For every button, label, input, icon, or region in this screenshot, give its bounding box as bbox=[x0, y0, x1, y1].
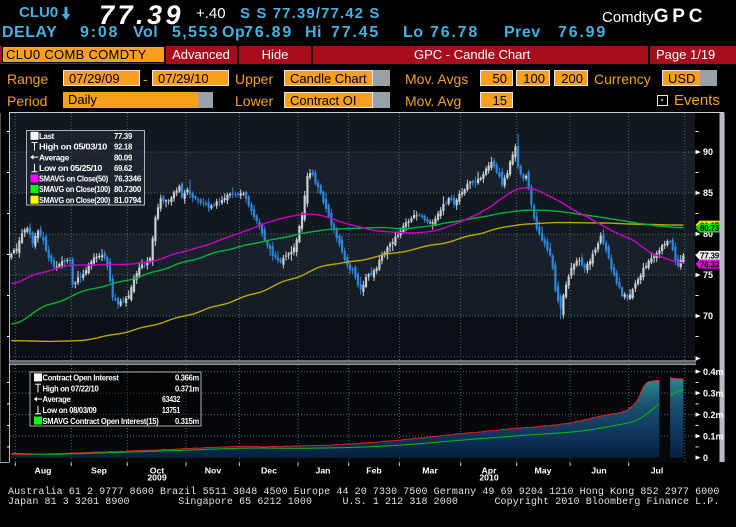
svg-text:Mar: Mar bbox=[422, 466, 438, 476]
svg-text:Average: Average bbox=[39, 153, 70, 162]
svg-text:May: May bbox=[535, 466, 552, 476]
svg-text:81.0794: 81.0794 bbox=[114, 196, 142, 205]
svg-text:SMAVG on Close(200): SMAVG on Close(200) bbox=[39, 196, 111, 205]
svg-text:13751: 13751 bbox=[162, 406, 181, 415]
svg-text:80.73: 80.73 bbox=[700, 224, 720, 233]
svg-text:SMAVG Contract Open Interest(1: SMAVG Contract Open Interest(15) bbox=[43, 417, 160, 426]
svg-text:63432: 63432 bbox=[162, 395, 181, 404]
svg-text:0.4m: 0.4m bbox=[703, 367, 724, 377]
svg-text:High on 07/22/10: High on 07/22/10 bbox=[43, 384, 100, 393]
svg-text:0.2m: 0.2m bbox=[703, 410, 724, 420]
svg-text:Jul: Jul bbox=[651, 466, 664, 476]
svg-text:Jan: Jan bbox=[316, 466, 331, 476]
svg-text:Feb: Feb bbox=[366, 466, 381, 476]
svg-text:High on 05/03/10: High on 05/03/10 bbox=[39, 143, 108, 152]
svg-text:0.1m: 0.1m bbox=[703, 431, 724, 441]
svg-text:77.39: 77.39 bbox=[700, 252, 720, 261]
svg-text:80.09: 80.09 bbox=[114, 153, 133, 162]
svg-text:77.39: 77.39 bbox=[114, 132, 133, 141]
svg-text:Nov: Nov bbox=[205, 466, 222, 476]
svg-text:Jun: Jun bbox=[591, 466, 606, 476]
svg-text:Dec: Dec bbox=[261, 466, 277, 476]
svg-text:2010: 2010 bbox=[479, 473, 498, 483]
svg-text:Last: Last bbox=[39, 132, 55, 141]
svg-text:Low on 08/03/09: Low on 08/03/09 bbox=[43, 406, 98, 415]
svg-text:Low on 05/25/10: Low on 05/25/10 bbox=[39, 164, 103, 173]
svg-text:76.33: 76.33 bbox=[700, 260, 720, 269]
svg-text:0.3m: 0.3m bbox=[703, 388, 724, 398]
svg-text:Oct: Oct bbox=[150, 466, 165, 476]
svg-text:0.371m: 0.371m bbox=[175, 384, 199, 393]
svg-text:Aug: Aug bbox=[35, 466, 52, 476]
svg-text:0.315m: 0.315m bbox=[175, 417, 199, 426]
svg-text:0: 0 bbox=[703, 453, 708, 463]
svg-text:2009: 2009 bbox=[147, 473, 166, 483]
svg-text:Contract Open Interest: Contract Open Interest bbox=[43, 374, 120, 383]
svg-text:Sep: Sep bbox=[91, 466, 107, 476]
svg-text:Apr: Apr bbox=[482, 466, 498, 476]
svg-text:70: 70 bbox=[703, 311, 713, 321]
svg-text:80: 80 bbox=[703, 229, 713, 239]
svg-text:Average: Average bbox=[43, 395, 72, 404]
svg-text:80.7300: 80.7300 bbox=[114, 185, 142, 194]
svg-text:0.366m: 0.366m bbox=[175, 374, 199, 383]
svg-text:SMAVG on Close(100): SMAVG on Close(100) bbox=[39, 185, 111, 194]
svg-text:90: 90 bbox=[703, 147, 713, 157]
svg-text:75: 75 bbox=[703, 270, 713, 280]
svg-text:69.62: 69.62 bbox=[114, 164, 133, 173]
svg-text:76.3346: 76.3346 bbox=[114, 175, 142, 184]
svg-text:SMAVG on Close(50): SMAVG on Close(50) bbox=[39, 175, 109, 184]
svg-text:92.18: 92.18 bbox=[114, 143, 133, 152]
svg-text:85: 85 bbox=[703, 188, 713, 198]
